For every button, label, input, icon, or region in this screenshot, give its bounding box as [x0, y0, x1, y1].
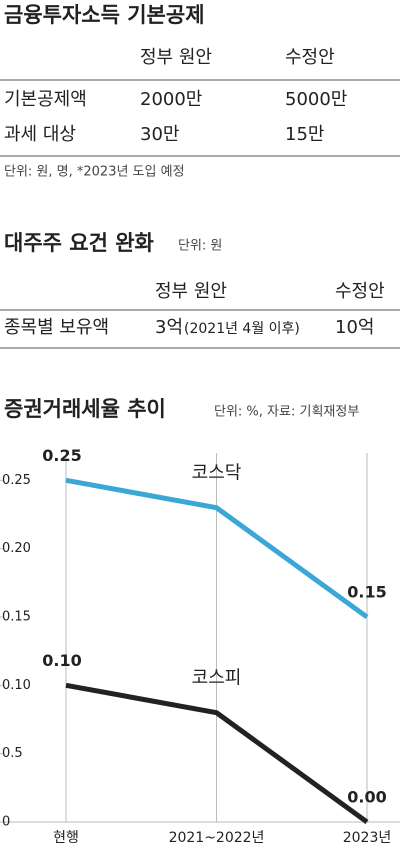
cell-note: (2021년 4월 이후): [184, 321, 300, 337]
cell: 30만: [140, 124, 179, 145]
column-header: 정부 원안: [155, 281, 227, 302]
x-tick-label: 현행: [53, 830, 79, 846]
series-name: 코스피: [192, 668, 242, 689]
cell: 3억: [155, 317, 183, 338]
value-label: 0.10: [42, 651, 81, 670]
value-label: 0.15: [347, 583, 386, 602]
series-name: 코스닥: [192, 463, 242, 484]
table2-unit: 단위: 원: [178, 239, 222, 254]
cell: 15만: [285, 124, 324, 145]
column-header: 정부 원안: [140, 47, 212, 68]
row-label: 과세 대상: [4, 124, 76, 145]
series-line: [65, 682, 369, 825]
cell: 2000만: [140, 89, 202, 110]
cell: 5000만: [285, 89, 347, 110]
cell: 10억: [335, 317, 374, 338]
row-label: 기본공제액: [4, 89, 87, 110]
chart-subtitle: 단위: %, 자료: 기획재정부: [214, 405, 359, 420]
y-tick-label: 0.15: [2, 610, 31, 625]
value-label: 0.00: [347, 788, 386, 807]
y-tick-label: 0.10: [2, 678, 31, 693]
series-line: [65, 477, 369, 620]
y-tick-label: 0.20: [2, 541, 31, 556]
y-tick-label: 0.5: [2, 746, 23, 761]
row-label: 종목별 보유액: [4, 317, 109, 338]
table1-note: 단위: 원, 명, *2023년 도입 예정: [4, 165, 185, 180]
column-header: 수정안: [285, 47, 335, 68]
column-header: 수정안: [335, 281, 385, 302]
table1-title: 금융투자소득 기본공제: [4, 3, 205, 27]
value-label: 0.25: [42, 446, 81, 465]
y-tick-label: 0.25: [2, 473, 31, 488]
y-tick-label: 0: [2, 815, 10, 830]
table2-title: 대주주 요건 완화: [4, 231, 155, 255]
x-tick-label: 2021~2022년: [169, 830, 265, 846]
chart-title: 증권거래세율 추이: [4, 397, 166, 421]
x-tick-label: 2023년: [343, 830, 392, 846]
